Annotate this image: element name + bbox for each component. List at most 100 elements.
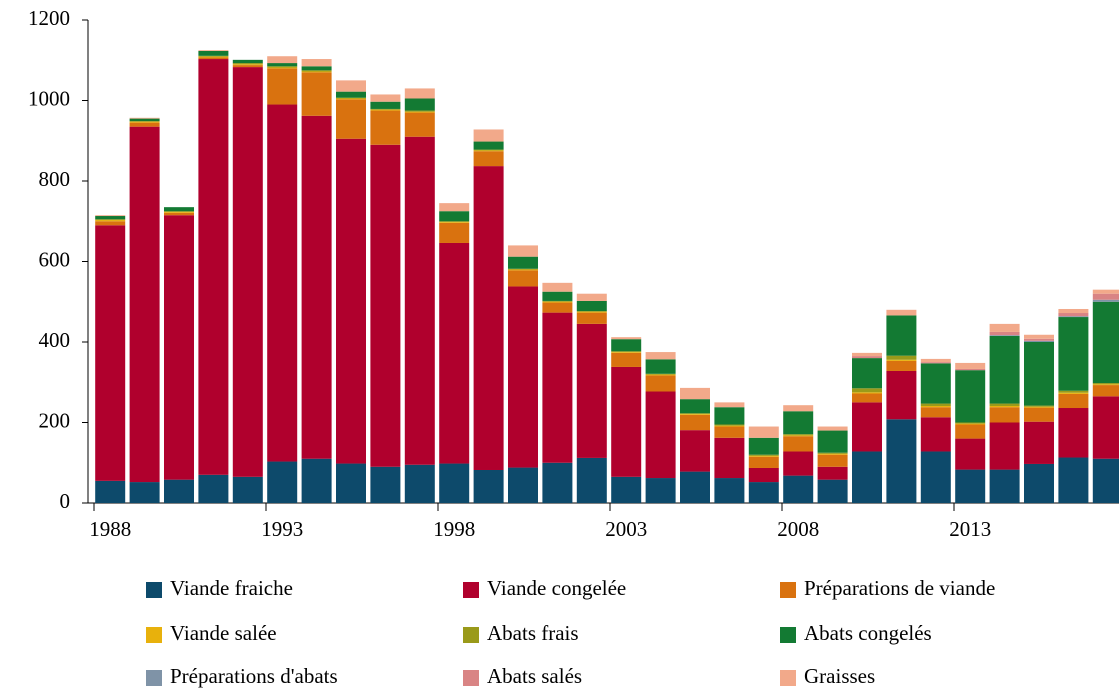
bar-segment	[95, 480, 126, 503]
bar-segment	[508, 286, 538, 468]
bar-segment	[576, 311, 607, 312]
bar-segment	[817, 466, 848, 480]
bar-segment	[920, 358, 951, 363]
bar-segment	[1024, 334, 1054, 339]
bar-segment	[129, 482, 160, 503]
bar-segment	[783, 436, 814, 452]
bar-segment	[680, 430, 710, 472]
bar-segment	[645, 373, 676, 375]
bar-segment	[301, 71, 332, 73]
bar-segment	[1092, 301, 1119, 384]
bar-segment	[198, 57, 229, 60]
bar-segment	[1058, 308, 1089, 314]
bar-segment	[198, 56, 229, 58]
bar-segment	[542, 300, 573, 302]
bar-segment	[1058, 393, 1089, 409]
bar-segment	[198, 55, 229, 57]
legend-label: Graisses	[804, 664, 875, 688]
bar-segment	[920, 362, 951, 364]
bar-segment	[404, 464, 435, 503]
legend-swatch	[780, 582, 796, 598]
bar-segment	[1092, 458, 1119, 503]
x-tick-label: 1998	[433, 517, 475, 541]
bar-segment	[95, 216, 126, 220]
bar-segment	[1092, 299, 1119, 302]
bar-segment	[439, 203, 470, 212]
bar-segment	[783, 411, 814, 435]
bar-segment	[473, 129, 504, 142]
bar-segment	[508, 268, 538, 270]
x-tick-label: 2013	[949, 517, 991, 541]
bar-segment	[336, 138, 366, 464]
bar-segment	[886, 419, 917, 503]
bar-segment	[1024, 405, 1054, 407]
bar-segment	[1058, 457, 1089, 503]
bar-segment	[714, 424, 745, 426]
bar-segment	[852, 388, 882, 393]
bar-segment	[164, 479, 194, 503]
bar-segment	[473, 469, 504, 503]
bar-segment	[852, 402, 882, 452]
bar-segment	[989, 323, 1020, 332]
bar-segment	[336, 463, 366, 503]
bar-segment	[783, 435, 814, 437]
legend-label: Abats salés	[487, 664, 582, 688]
legend-swatch	[463, 627, 479, 643]
legend-label: Abats congelés	[804, 621, 932, 645]
bar-segment	[542, 291, 573, 301]
bar-segment	[542, 282, 573, 292]
bar-segment	[164, 207, 194, 212]
legend-swatch	[780, 627, 796, 643]
bar-segment	[955, 469, 986, 503]
bar-segment	[1024, 406, 1054, 408]
bar-segment	[404, 111, 435, 113]
bar-segment	[370, 110, 401, 145]
bar-segment	[714, 437, 745, 479]
bar-segment	[404, 98, 435, 111]
bar-segment	[164, 211, 194, 213]
bar-segment	[95, 221, 126, 226]
bar-segment	[232, 63, 263, 65]
bar-segment	[370, 94, 401, 102]
bar-segment	[955, 423, 986, 425]
bar-segment	[508, 256, 538, 269]
bar-segment	[1092, 384, 1119, 386]
bar-segment	[370, 101, 401, 109]
bar-segment	[714, 425, 745, 427]
bar-segment	[267, 56, 298, 64]
bar-segment	[232, 59, 263, 64]
bar-segment	[645, 375, 676, 392]
bar-segment	[989, 422, 1020, 470]
bar-segment	[95, 215, 126, 217]
bar-segment	[336, 80, 366, 92]
bar-segment	[95, 220, 126, 222]
bar-segment	[439, 463, 470, 503]
bar-segment	[611, 337, 642, 340]
bar-segment	[886, 315, 917, 356]
bar-segment	[164, 211, 194, 212]
legend-label: Viande congelée	[487, 576, 626, 600]
bar-segment	[680, 471, 710, 503]
bar-segment	[576, 311, 607, 313]
bar-segment	[645, 352, 676, 360]
y-tick-label: 0	[60, 489, 71, 513]
bar-segment	[1024, 463, 1054, 503]
bar-segment	[748, 454, 779, 456]
bar-segment	[611, 366, 642, 477]
bar-segment	[645, 478, 676, 503]
bar-segment	[955, 422, 986, 424]
bar-segment	[198, 50, 229, 51]
bar-segment	[301, 115, 332, 459]
bar-segment	[576, 293, 607, 301]
bar-segment	[989, 407, 1020, 423]
bar-segment	[611, 476, 642, 503]
bar-segment	[852, 392, 882, 394]
bar-segment	[95, 219, 126, 221]
bar-segment	[1058, 392, 1089, 394]
bar-segment	[542, 312, 573, 463]
bar-segment	[886, 309, 917, 316]
bar-segment	[645, 374, 676, 376]
bar-segment	[645, 391, 676, 479]
bar-segment	[920, 451, 951, 503]
bar-segment	[95, 225, 126, 481]
